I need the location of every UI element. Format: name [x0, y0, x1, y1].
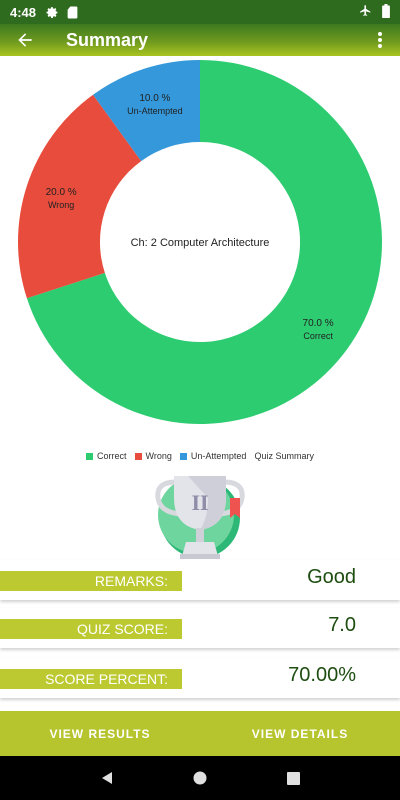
legend-label-correct: Correct [97, 451, 127, 461]
sd-card-icon [67, 6, 78, 19]
donut-chart: 70.0 % Correct 20.0 % Wrong 10.0 % Un-Attempt… [17, 60, 382, 424]
remarks-label: REMARKS: [0, 571, 182, 591]
legend-title: Quiz Summary [254, 451, 314, 461]
quiz-score-value: 7.0 [328, 614, 356, 636]
score-percent-row: SCORE PERCENT: 70.00% [0, 658, 400, 698]
more-vert-icon [378, 32, 382, 48]
slice-name-label: Wrong [48, 200, 74, 210]
back-button[interactable] [0, 24, 50, 56]
legend-label-wrong: Wrong [145, 451, 172, 461]
quiz-summary-chart: 70.0 % Correct 20.0 % Wrong 10.0 % Un-Attempt… [0, 56, 400, 436]
slice-correct [26, 60, 382, 424]
battery-icon [382, 3, 390, 21]
settings-icon [46, 6, 59, 19]
quiz-score-row: QUIZ SCORE: 7.0 [0, 608, 400, 648]
nav-back-icon[interactable] [100, 771, 114, 785]
legend-item-correct: Correct [86, 451, 127, 461]
app-bar: Summary [0, 24, 400, 56]
legend-item-unattempted: Un-Attempted [179, 451, 247, 461]
score-percent-label: SCORE PERCENT: [0, 669, 182, 689]
view-details-button[interactable]: VIEW DETAILS [251, 726, 349, 741]
legend-label-unattempted: Un-Attempted [190, 451, 247, 461]
status-bar: 4:48 [0, 0, 400, 24]
slice-name-label: Un-Attempted [127, 106, 183, 116]
system-nav-bar [0, 756, 400, 800]
slice-value-label: 20.0 % [46, 187, 77, 198]
legend-item-wrong: Wrong [134, 451, 172, 461]
svg-text:II: II [191, 490, 208, 515]
remarks-value: Good [307, 566, 356, 588]
donut-center-text: Ch: 2 Computer Architecture [131, 237, 270, 249]
airplane-mode-icon [359, 4, 372, 20]
slice-value-label: 10.0 % [139, 93, 170, 104]
quiz-score-label: QUIZ SCORE: [0, 619, 182, 639]
chart-legend: Correct Wrong Un-Attempted Quiz Summary [0, 449, 400, 463]
nav-home-icon[interactable] [193, 771, 207, 785]
arrow-left-icon [18, 33, 32, 47]
legend-swatch-correct [86, 452, 94, 460]
page-title: Summary [66, 29, 149, 50]
slice-name-label: Correct [303, 331, 333, 341]
trophy-icon: II [148, 468, 252, 560]
legend-swatch-unattempted [179, 452, 187, 460]
bottom-action-bar: VIEW RESULTS VIEW DETAILS [0, 711, 400, 756]
remarks-row: REMARKS: Good [0, 560, 400, 600]
slice-un-attempted [93, 60, 200, 162]
nav-recents-icon[interactable] [287, 771, 301, 785]
status-time: 4:48 [10, 4, 37, 20]
legend-swatch-wrong [134, 452, 142, 460]
donut-hole [112, 154, 288, 330]
more-options-button[interactable] [360, 24, 400, 56]
slice-wrong [17, 94, 142, 299]
score-percent-value: 70.00% [288, 664, 356, 686]
slice-value-label: 70.0 % [303, 318, 334, 329]
view-results-button[interactable]: VIEW RESULTS [49, 726, 151, 741]
